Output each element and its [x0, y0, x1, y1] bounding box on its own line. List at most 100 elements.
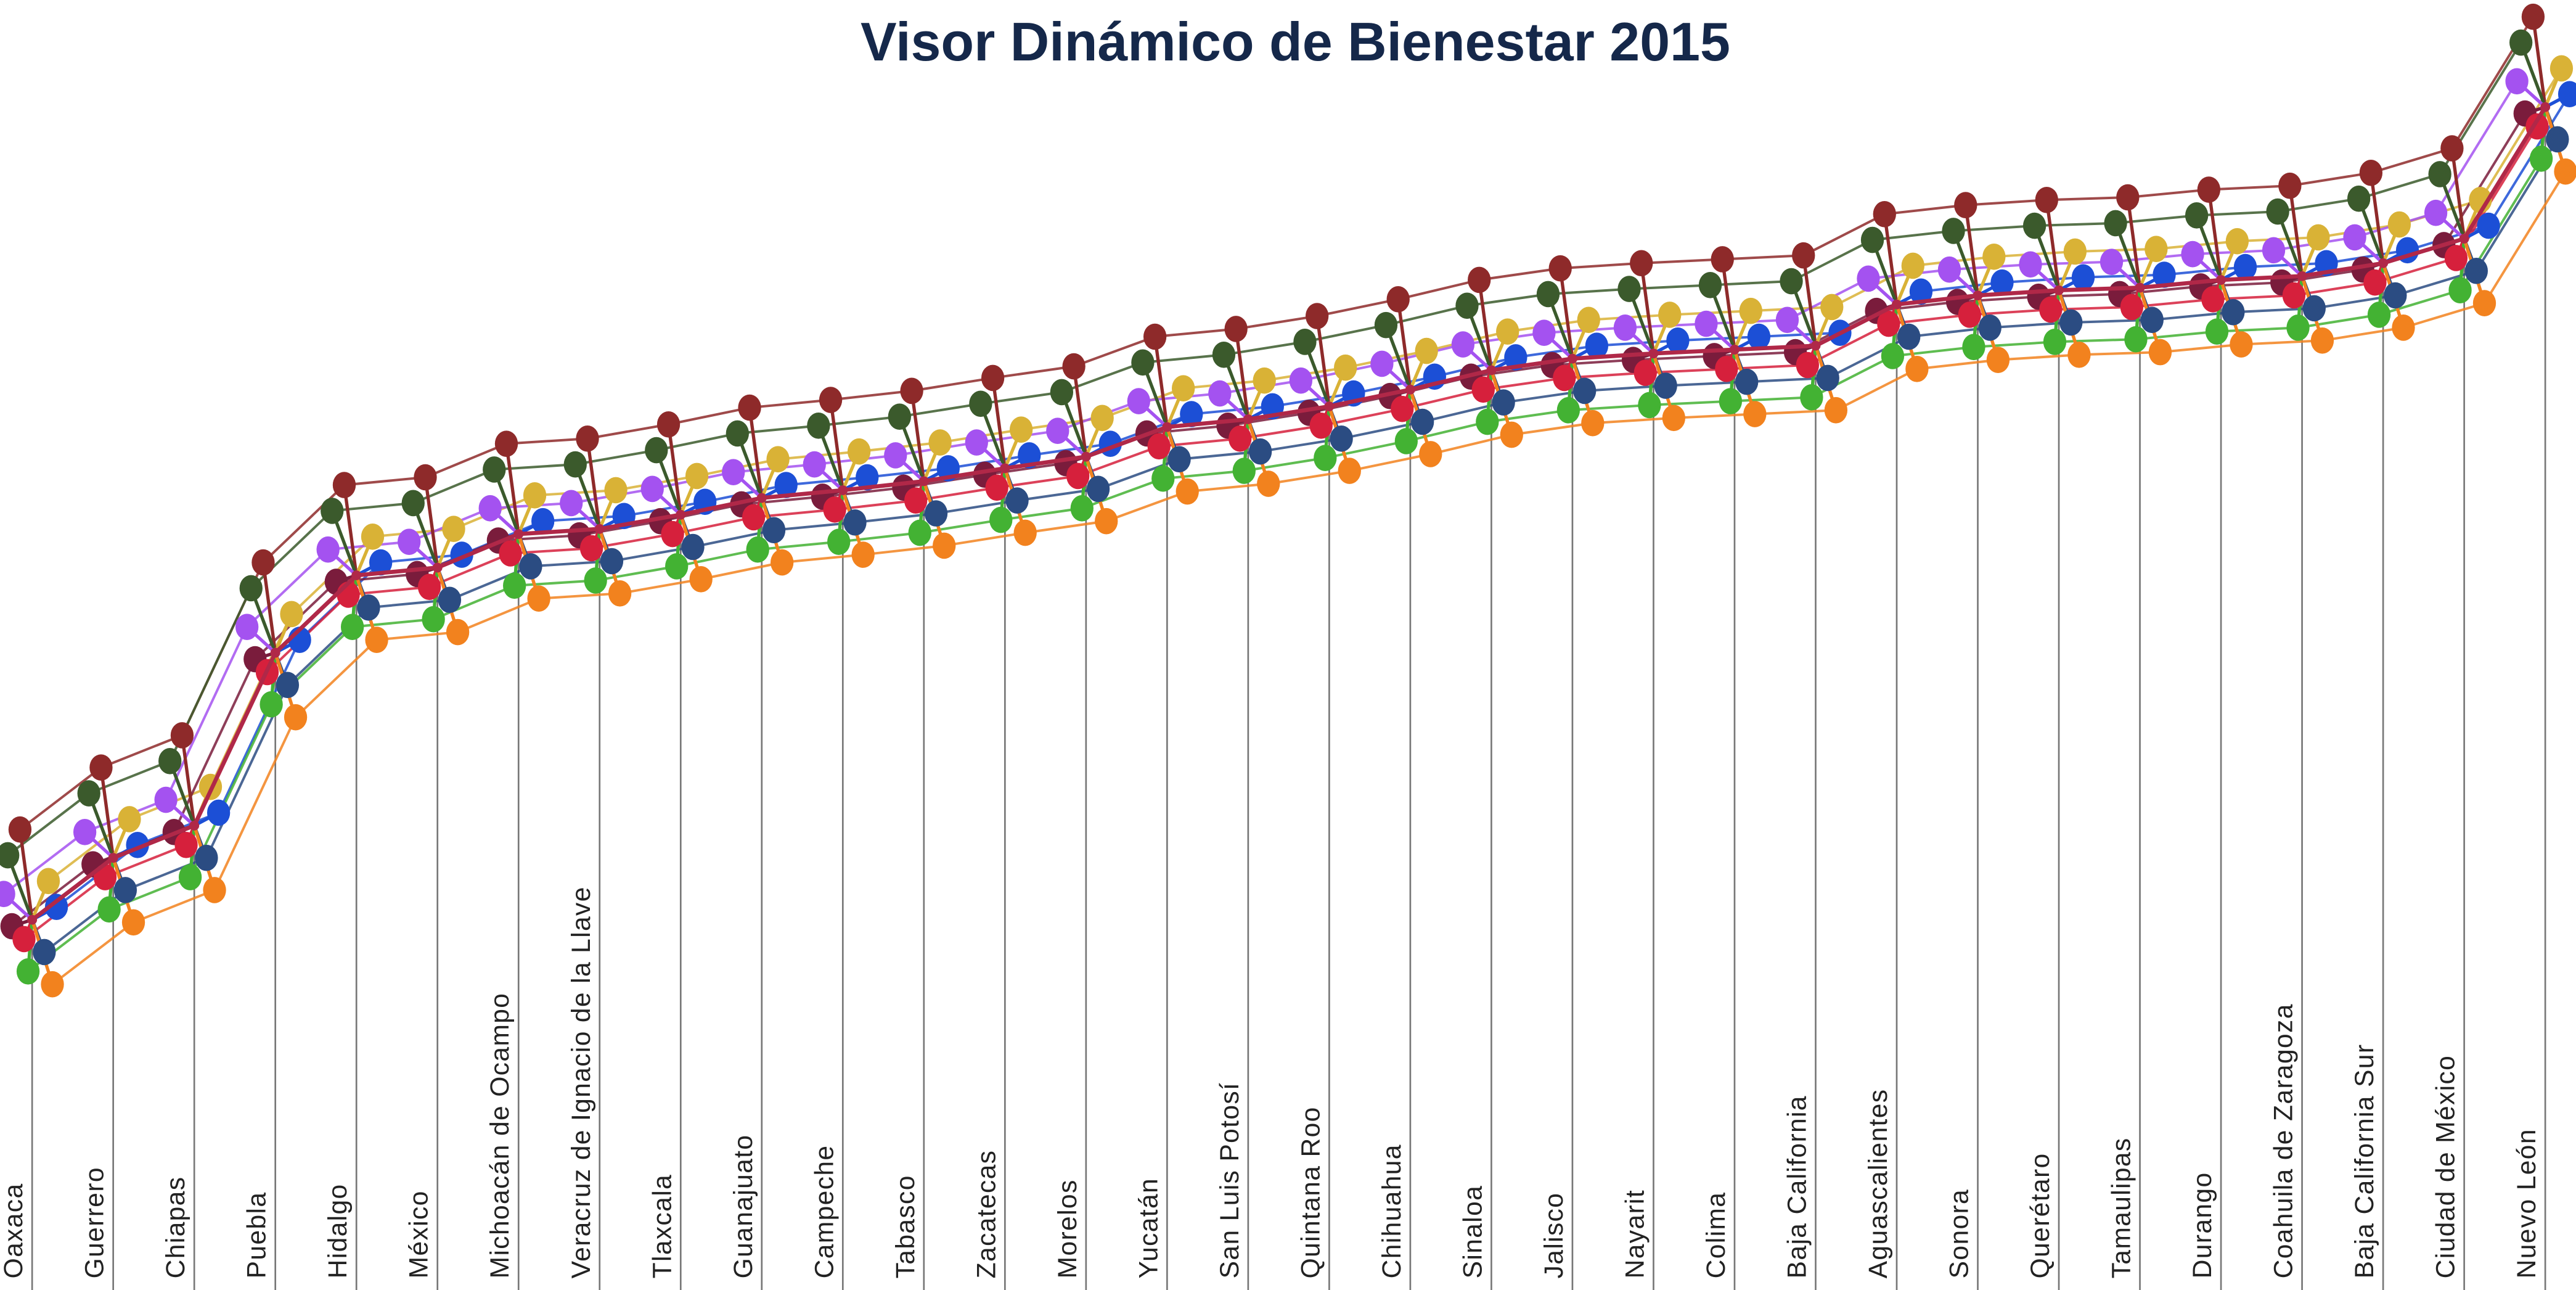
dot: [1735, 368, 1759, 395]
series-line: [43, 138, 2559, 953]
dot: [2359, 160, 2383, 186]
dot: [2392, 314, 2415, 341]
hub: [2297, 271, 2307, 281]
dot: [2019, 251, 2042, 278]
category-label: Guerrero: [80, 1167, 110, 1278]
dot: [827, 528, 851, 555]
dot: [1954, 192, 1977, 218]
series-lines: [2, 16, 2571, 985]
spoke: [342, 485, 358, 576]
dot: [1739, 297, 1762, 324]
dot: [2347, 185, 2371, 212]
dot: [1127, 388, 1150, 414]
dot: [2307, 224, 2330, 251]
dot: [1232, 458, 1256, 484]
dot: [174, 831, 198, 858]
hub: [189, 820, 200, 831]
dot: [1577, 306, 1600, 334]
dot: [1820, 294, 1844, 321]
dot: [904, 487, 928, 514]
dot: [1982, 243, 2006, 270]
hub: [513, 529, 524, 540]
dot: [523, 482, 547, 509]
dot: [2509, 29, 2533, 56]
spoke: [504, 443, 520, 535]
dot: [2302, 295, 2326, 322]
hub: [676, 509, 686, 520]
spoke: [2450, 148, 2466, 239]
hub: [1648, 348, 1659, 359]
dot: [260, 691, 283, 718]
hub: [1162, 422, 1172, 432]
dot: [16, 958, 40, 985]
category-label: Quintana Roo: [1296, 1106, 1325, 1278]
category-label: Ciudad de México: [2431, 1055, 2461, 1279]
dot: [1471, 376, 1495, 403]
dot: [321, 498, 344, 524]
hub: [351, 570, 362, 581]
dot: [401, 490, 425, 517]
dot: [1147, 433, 1171, 460]
dot: [1500, 421, 1523, 448]
dot: [2521, 3, 2545, 30]
dot: [924, 500, 948, 527]
dot: [665, 553, 689, 580]
dot: [239, 575, 263, 602]
dot: [1229, 425, 1252, 452]
dot: [438, 586, 462, 614]
spoke: [828, 400, 844, 491]
dot: [1309, 413, 1333, 439]
dot: [417, 573, 441, 601]
dot: [442, 516, 465, 543]
dot: [1330, 425, 1353, 452]
dot: [584, 567, 607, 594]
dot: [0, 842, 20, 869]
dot: [1013, 519, 1037, 546]
dot: [2233, 253, 2257, 281]
dot: [235, 614, 259, 641]
dot: [1873, 200, 1896, 228]
dot: [1224, 316, 1248, 342]
category-labels: Oaxaca Guerrero Chiapas Puebla Hidalgo México…: [0, 886, 2541, 1278]
dot: [1009, 416, 1033, 443]
dot: [965, 429, 988, 456]
spoke: [1072, 366, 1088, 457]
spoke: [18, 829, 34, 920]
dot: [1715, 355, 1738, 382]
dot: [928, 429, 952, 456]
dot: [1548, 255, 1572, 282]
category-label: México: [404, 1190, 434, 1278]
dot: [414, 464, 437, 491]
dot: [1860, 226, 1884, 253]
dot: [178, 864, 202, 890]
hub: [918, 476, 929, 487]
dot: [645, 437, 668, 464]
dot: [1095, 507, 1118, 535]
dot: [2124, 326, 2148, 353]
dot: [2363, 269, 2387, 296]
dot: [2529, 145, 2553, 172]
dot: [2428, 161, 2451, 187]
category-label: Sonora: [1945, 1189, 1974, 1278]
dot: [884, 442, 907, 469]
dot: [1658, 302, 1682, 328]
dot: [989, 506, 1013, 533]
dot: [8, 816, 32, 843]
dot: [97, 896, 121, 923]
category-label: Chihuahua: [1377, 1144, 1407, 1278]
spoke: [1153, 336, 1169, 427]
category-label: Morelos: [1053, 1179, 1082, 1278]
dot: [1212, 341, 1236, 368]
dot: [1131, 349, 1155, 376]
hub: [1892, 299, 1902, 310]
hub-line: [27, 102, 2551, 925]
dot: [2387, 211, 2411, 238]
dot: [2197, 176, 2220, 203]
dot: [1536, 281, 1560, 308]
dot: [1374, 311, 1398, 339]
dot: [284, 704, 308, 731]
dot: [1581, 409, 1605, 437]
dot: [2145, 236, 2168, 263]
dot: [847, 438, 871, 465]
